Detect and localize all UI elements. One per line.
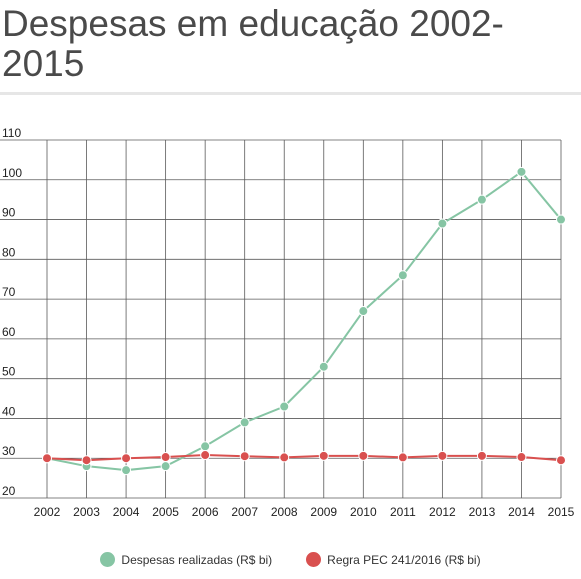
data-point-series-1	[121, 453, 132, 464]
x-tick-label: 2003	[73, 505, 100, 519]
x-tick-label: 2008	[271, 505, 298, 519]
x-tick-label: 2007	[231, 505, 258, 519]
y-tick-label: 70	[2, 285, 16, 299]
series-group	[42, 166, 566, 476]
data-point-series-0	[516, 166, 527, 177]
data-point-series-1	[279, 452, 290, 463]
data-point-series-1	[556, 455, 566, 466]
data-point-series-0	[160, 461, 171, 472]
data-point-series-0	[476, 194, 487, 205]
y-tick-label: 100	[2, 166, 22, 180]
data-point-series-1	[81, 455, 92, 466]
series-line-1	[46, 454, 562, 462]
series-line-0	[46, 170, 562, 472]
data-point-series-0	[397, 270, 408, 281]
x-tick-label: 2012	[429, 505, 456, 519]
x-tick-label: 2006	[192, 505, 219, 519]
x-axis-ticks: 2002 2003 2004 2005 2006 2007 2008 2009 2010 2011…	[34, 505, 575, 519]
data-point-series-1	[358, 450, 369, 461]
y-tick-label: 20	[2, 484, 16, 498]
x-tick-label: 2002	[34, 505, 61, 519]
title-divider	[0, 92, 581, 95]
y-tick-label: 40	[2, 404, 16, 418]
data-point-series-1	[397, 452, 408, 463]
data-point-series-0	[200, 441, 211, 452]
data-point-series-1	[516, 452, 527, 463]
data-point-series-1	[42, 453, 52, 464]
x-tick-label: 2015	[548, 505, 575, 519]
data-point-series-1	[239, 451, 250, 462]
data-point-series-0	[239, 417, 250, 428]
data-point-series-0	[358, 306, 369, 317]
legend-label-pec: Regra PEC 241/2016 (R$ bi)	[327, 552, 481, 567]
legend-swatch-pec	[306, 552, 322, 567]
x-tick-label: 2009	[310, 505, 337, 519]
y-tick-label: 80	[2, 245, 16, 259]
data-point-series-1	[200, 450, 211, 461]
chart-title: Despesas em educação 2002-2015	[2, 3, 504, 84]
data-point-series-0	[437, 218, 448, 229]
legend-item-despesas[interactable]: Despesas realizadas (R$ bi)	[100, 552, 272, 567]
legend-swatch-despesas	[100, 552, 116, 567]
data-point-series-0	[556, 214, 566, 225]
grid-lines	[0, 139, 562, 499]
x-tick-label: 2010	[350, 505, 377, 519]
x-tick-label: 2005	[152, 505, 179, 519]
data-point-series-1	[160, 452, 171, 463]
data-point-series-1	[437, 450, 448, 461]
legend: Despesas realizadas (R$ bi) Regra PEC 24…	[0, 552, 581, 567]
data-point-series-0	[121, 465, 132, 476]
data-point-series-1	[476, 450, 487, 461]
legend-item-pec[interactable]: Regra PEC 241/2016 (R$ bi)	[306, 552, 481, 567]
x-tick-label: 2011	[390, 505, 416, 519]
y-tick-label: 50	[2, 365, 16, 379]
y-tick-label: 90	[2, 206, 16, 220]
data-point-series-0	[318, 361, 329, 372]
data-point-series-1	[318, 450, 329, 461]
x-tick-label: 2013	[469, 505, 496, 519]
y-tick-label: 110	[2, 126, 21, 140]
y-tick-label: 60	[2, 325, 16, 339]
y-axis-ticks: 20 30 40 50 60 70 80 90 100 110	[2, 126, 22, 498]
y-tick-label: 30	[2, 444, 16, 458]
data-point-series-0	[279, 401, 290, 412]
x-tick-label: 2004	[113, 505, 140, 519]
x-tick-label: 2014	[508, 505, 535, 519]
legend-label-despesas: Despesas realizadas (R$ bi)	[121, 552, 273, 567]
